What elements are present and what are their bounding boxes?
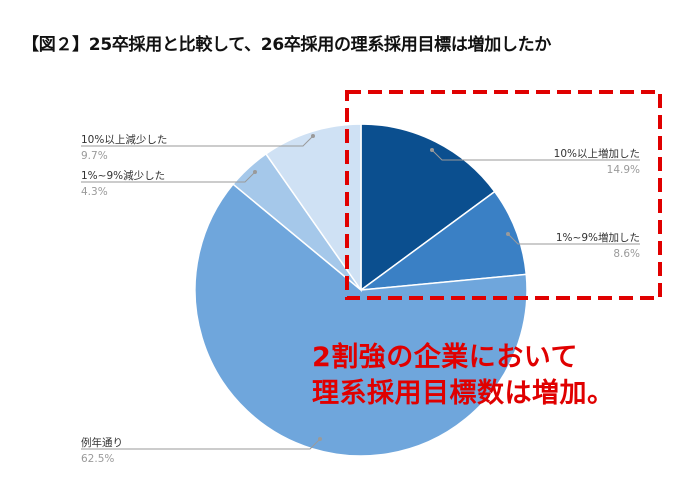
leader-line-5 [81, 135, 314, 147]
slice-value-5: 9.7% [81, 150, 108, 162]
leader-dot-2 [506, 232, 510, 236]
pie-slices [194, 123, 528, 457]
slice-label-2: 1%~9%増加した [556, 231, 640, 244]
pie-slice-5 [264, 123, 362, 293]
slice-label-3: 例年通り [81, 436, 123, 449]
leader-line-4 [81, 171, 256, 183]
figure-title: 【図２】25卒採用と比較して、26卒採用の理系採用目標は増加したか [22, 35, 552, 55]
callout-line-2: 理系採用目標数は増加。 [312, 378, 615, 409]
leader-line-3 [81, 438, 321, 450]
leader-line-1 [431, 149, 640, 161]
slice-label-4: 1%~9%減少した [81, 169, 165, 182]
slice-label-5: 10%以上減少した [81, 133, 167, 146]
leader-line-2 [507, 233, 640, 245]
slice-labels: 10%以上増加した 14.9% 1%~9%増加した 8.6% 例年通り 62.5% 1%~9… [81, 133, 640, 465]
slice-value-3: 62.5% [81, 453, 114, 465]
leader-lines [81, 134, 640, 450]
pie-slice-2 [358, 190, 528, 292]
callout-line-1: 2割強の企業において [312, 342, 578, 373]
leader-dot-4 [253, 170, 257, 174]
slice-value-1: 14.9% [607, 164, 640, 176]
leader-dot-1 [430, 148, 434, 152]
slice-label-1: 10%以上増加した [554, 147, 640, 160]
leader-dot-5 [311, 134, 315, 138]
highlight-box [345, 90, 662, 300]
pie-slice-1 [360, 123, 496, 292]
slice-value-4: 4.3% [81, 186, 108, 198]
leader-dot-3 [318, 437, 322, 441]
callout-text: 2割強の企業において 理系採用目標数は増加。 [312, 340, 615, 412]
pie-slice-3 [194, 183, 528, 457]
slice-value-2: 8.6% [613, 248, 640, 260]
